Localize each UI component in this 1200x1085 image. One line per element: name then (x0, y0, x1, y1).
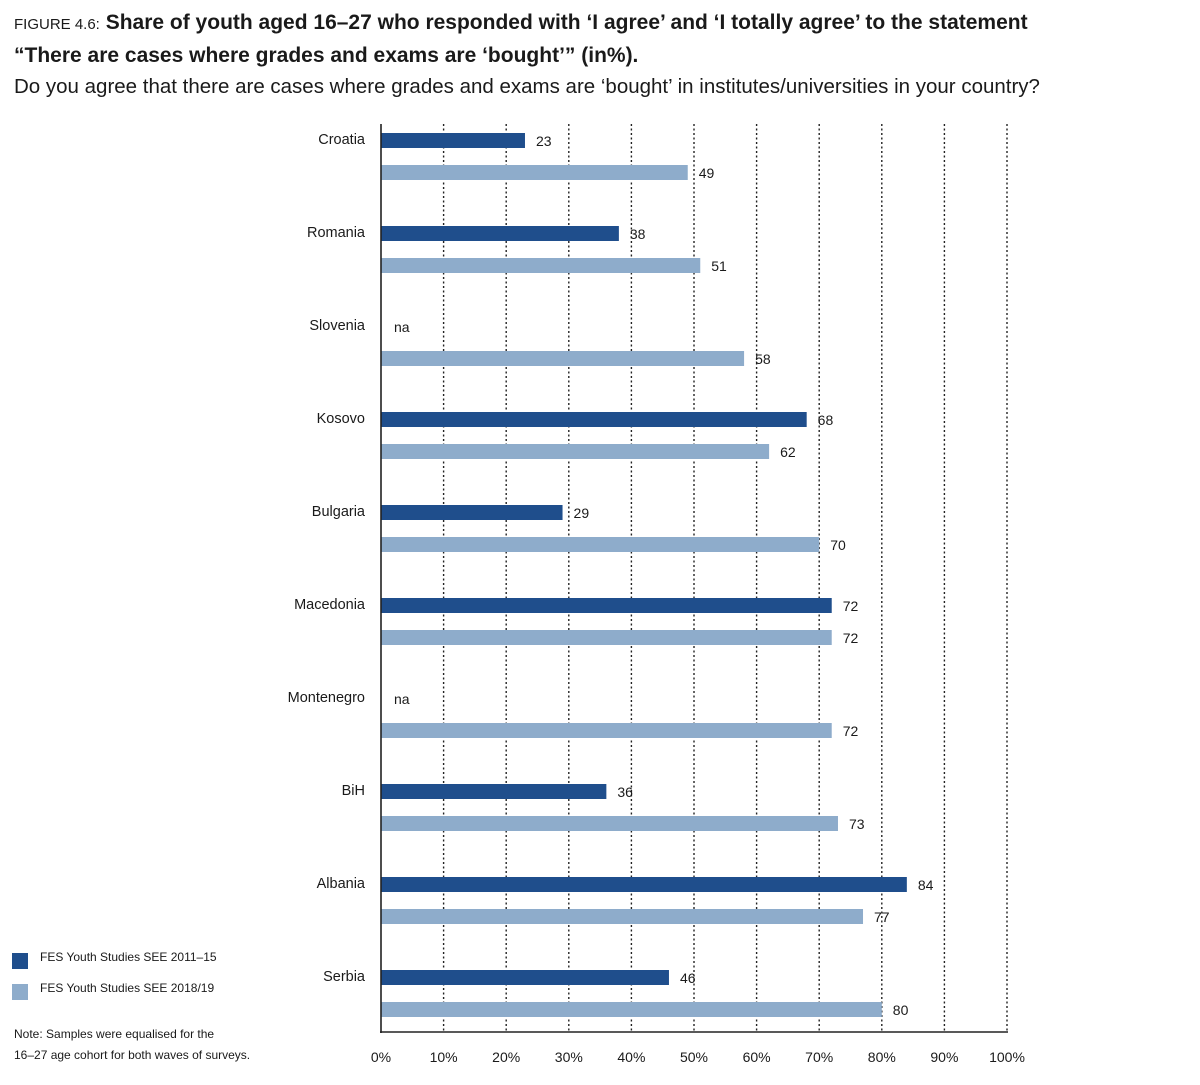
bar-romania-series-2 (381, 258, 701, 273)
na-label-slovenia: na (394, 319, 410, 335)
category-label-croatia: Croatia (318, 132, 366, 148)
chart-title-block: FIGURE 4.6: Share of youth aged 16–27 wh… (14, 8, 1184, 102)
x-tick-label-10: 10% (430, 1049, 458, 1065)
chart-subtitle: Do you agree that there are cases where … (14, 75, 1040, 98)
value-label-montenegro-series-2: 72 (843, 723, 859, 739)
chart-title: Share of youth aged 16–27 who responded … (105, 11, 1028, 34)
legend-swatch-2011-15 (12, 953, 28, 969)
value-label-bulgaria-series-1: 29 (574, 505, 590, 521)
bar-montenegro-series-2 (381, 723, 832, 738)
bar-kosovo-series-2 (381, 444, 770, 459)
category-label-bih: BiH (342, 783, 365, 799)
value-label-macedonia-series-1: 72 (843, 598, 859, 614)
bar-macedonia-series-1 (381, 598, 832, 613)
value-labels: 23 49 38 51 na 58 68 62 29 70 72 72 na 72 36 73 84 77 46 80 (394, 133, 934, 1018)
value-label-kosovo-series-2: 62 (780, 444, 796, 460)
x-tick-label-70: 70% (805, 1049, 833, 1065)
x-tick-label-40: 40% (617, 1049, 645, 1065)
category-label-romania: Romania (307, 225, 366, 241)
bar-serbia-series-2 (381, 1002, 882, 1017)
bar-croatia-series-2 (381, 165, 688, 180)
bar-bulgaria-series-2 (381, 537, 820, 552)
x-tick-label-20: 20% (492, 1049, 520, 1065)
tick-labels: 0% 10% 20% 30% 40% 50% 60% 70% 80% 90% 100% (371, 1049, 1025, 1065)
bar-albania-series-2 (381, 909, 864, 924)
x-tick-label-0: 0% (371, 1049, 391, 1065)
value-label-serbia-series-2: 80 (893, 1002, 909, 1018)
value-label-slovenia-series-2: 58 (755, 351, 771, 367)
category-label-slovenia: Slovenia (309, 318, 366, 334)
value-label-romania-series-1: 38 (630, 226, 646, 242)
category-label-macedonia: Macedonia (294, 597, 366, 613)
chart-note: Note: Samples were equalised for the 16–… (14, 1024, 314, 1066)
value-label-romania-series-2: 51 (711, 258, 727, 274)
bar-kosovo-series-1 (381, 412, 807, 427)
category-label-albania: Albania (317, 876, 366, 892)
note-line2: 16–27 age cohort for both waves of surve… (14, 1048, 251, 1062)
figure-label: FIGURE 4.6: (14, 16, 100, 33)
value-label-bulgaria-series-2: 70 (830, 537, 846, 553)
value-label-kosovo-series-1: 68 (818, 412, 834, 428)
x-tick-label-60: 60% (743, 1049, 771, 1065)
category-label-bulgaria: Bulgaria (312, 504, 366, 520)
legend-label-2011-15: FES Youth Studies SEE 2011–15 (40, 950, 217, 964)
value-label-albania-series-1: 84 (918, 877, 934, 893)
bar-bulgaria-series-1 (381, 505, 563, 520)
category-labels: Croatia Romania Slovenia Kosovo Bulgaria Mace… (288, 132, 366, 985)
x-tick-label-80: 80% (868, 1049, 896, 1065)
bar-bih-series-2 (381, 816, 838, 831)
value-label-croatia-series-1: 23 (536, 133, 552, 149)
bar-albania-series-1 (381, 877, 907, 892)
legend-swatch-2018-19 (12, 984, 28, 1000)
category-label-serbia: Serbia (323, 969, 366, 985)
category-label-montenegro: Montenegro (288, 690, 365, 706)
x-tick-label-50: 50% (680, 1049, 708, 1065)
bar-slovenia-series-2 (381, 351, 745, 366)
bar-croatia-series-1 (381, 133, 525, 148)
bar-romania-series-1 (381, 226, 619, 241)
note-line1: Note: Samples were equalised for the (14, 1027, 215, 1041)
bars (381, 133, 907, 1017)
x-tick-label-90: 90% (930, 1049, 958, 1065)
chart-title-line1: FIGURE 4.6: Share of youth aged 16–27 wh… (14, 8, 1184, 40)
bar-serbia-series-1 (381, 970, 669, 985)
value-label-albania-series-2: 77 (874, 909, 890, 925)
x-tick-label-30: 30% (555, 1049, 583, 1065)
value-label-serbia-series-1: 46 (680, 970, 696, 986)
x-tick-label-100: 100% (989, 1049, 1025, 1065)
legend-label-2018-19: FES Youth Studies SEE 2018/19 (40, 981, 215, 995)
value-label-macedonia-series-2: 72 (843, 630, 859, 646)
value-label-croatia-series-2: 49 (699, 165, 715, 181)
chart-title-line2: “There are cases where grades and exams … (14, 44, 639, 67)
axes (380, 124, 1008, 1033)
value-label-bih-series-2: 73 (849, 816, 865, 832)
category-label-kosovo: Kosovo (317, 411, 365, 427)
na-label-montenegro: na (394, 691, 410, 707)
value-label-bih-series-1: 36 (617, 784, 633, 800)
bar-macedonia-series-2 (381, 630, 832, 645)
bar-bih-series-1 (381, 784, 607, 799)
